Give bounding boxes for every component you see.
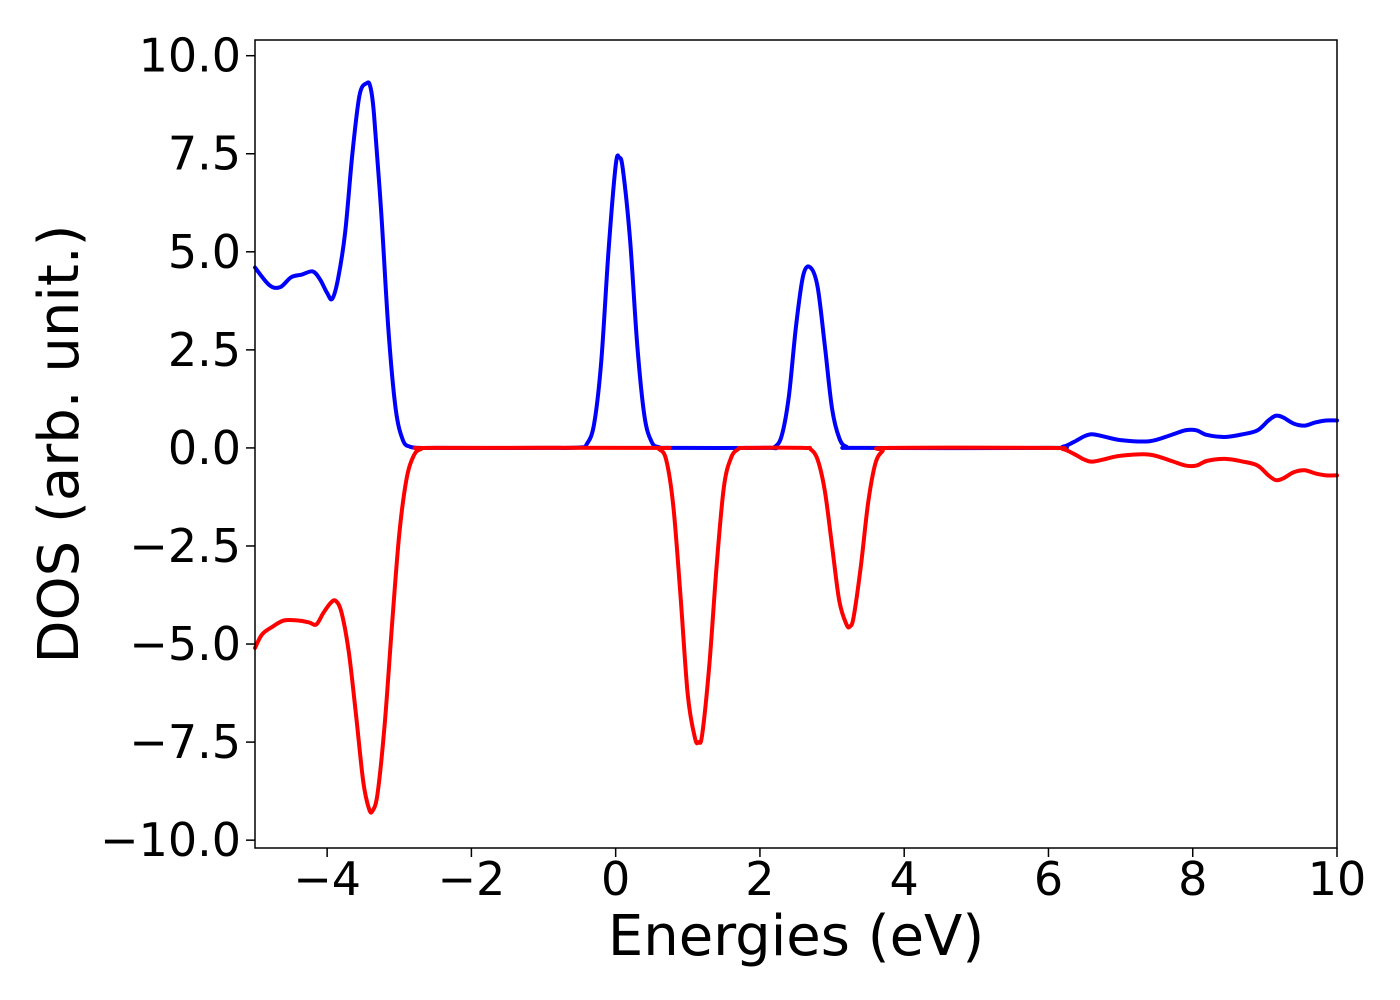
x-axis-label: Energies (eV) (608, 904, 984, 969)
x-tick-label: 10 (1308, 852, 1367, 906)
y-tick-label: 2.5 (168, 323, 241, 377)
y-tick-label: 7.5 (168, 127, 241, 181)
series-line-1 (253, 445, 1339, 815)
x-axis-ticks: −4 −2 0 2 4 6 8 10 (293, 848, 1366, 906)
x-tick-label: 2 (745, 852, 774, 906)
plot-frame (254, 39, 1338, 849)
x-tick-label: 0 (601, 852, 630, 906)
series-layer (253, 80, 1339, 815)
x-tick-label: −2 (437, 852, 505, 906)
y-tick-label: −2.5 (129, 519, 241, 573)
y-axis-ticks: 10.0 7.5 5.0 2.5 0.0 −2.5 −5.0 −7.5 −10.0 (100, 29, 255, 867)
y-tick-label: −5.0 (129, 617, 241, 671)
y-axis-label: DOS (arb. unit.) (27, 224, 92, 663)
y-tick-label: −10.0 (100, 813, 241, 867)
y-tick-label: 5.0 (168, 225, 241, 279)
x-tick-label: 8 (1178, 852, 1207, 906)
x-tick-label: 6 (1034, 852, 1063, 906)
x-tick-label: −4 (293, 852, 361, 906)
y-tick-label: 0.0 (168, 421, 241, 475)
y-tick-label: −7.5 (129, 715, 241, 769)
y-tick-label: 10.0 (139, 29, 241, 83)
x-tick-label: 4 (890, 852, 919, 906)
